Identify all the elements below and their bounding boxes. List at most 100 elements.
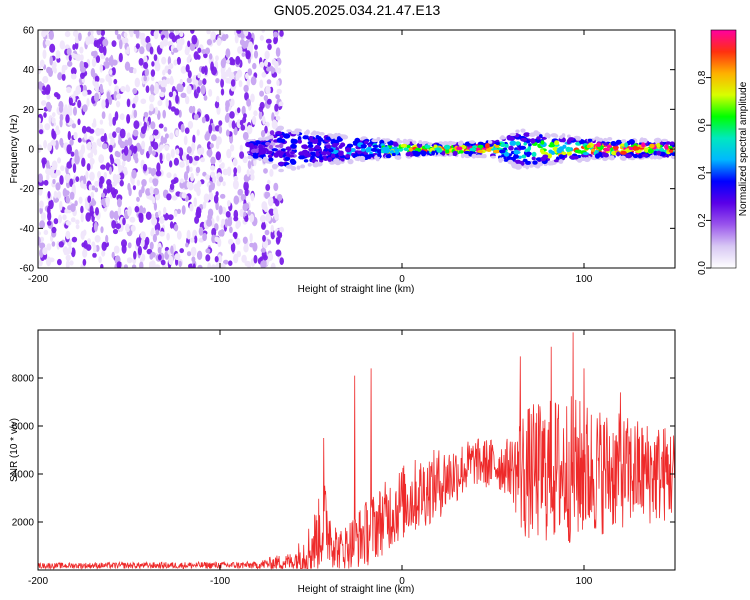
noise-cell (119, 128, 126, 139)
noise-cell (169, 75, 174, 86)
spectrum-cell (300, 164, 306, 169)
noise-cell (254, 44, 258, 50)
noise-cell (109, 69, 113, 75)
spectrum-cell (515, 129, 520, 133)
noise-cell (94, 92, 100, 103)
noise-cell (99, 176, 103, 184)
noise-cell (262, 254, 268, 261)
noise-cell (277, 67, 282, 74)
noise-cell (95, 55, 101, 63)
noise-cell (270, 262, 276, 268)
noise-cell (202, 201, 207, 209)
noise-cell (46, 173, 50, 181)
noise-cell (44, 123, 51, 131)
noise-cell (108, 166, 112, 175)
noise-cell (198, 226, 204, 236)
noise-cell (205, 254, 211, 262)
noise-cell (193, 113, 199, 121)
noise-cell (205, 174, 210, 180)
noise-cell (247, 68, 253, 76)
noise-cell (43, 112, 47, 118)
noise-cell (246, 78, 250, 87)
noise-cell (153, 187, 160, 196)
noise-cell (121, 244, 127, 254)
spectrum-cell (558, 159, 564, 164)
spectrum-cell (408, 147, 414, 152)
spectrum-cell (621, 139, 627, 143)
noise-cell (180, 178, 184, 184)
spectrum-cell (594, 153, 601, 159)
spectrum-cell (370, 147, 378, 152)
spectrum-cell (567, 134, 571, 138)
noise-cell (275, 249, 282, 257)
noise-cell (208, 89, 213, 97)
noise-cell (140, 238, 145, 248)
noise-cell (119, 113, 125, 120)
spectrogram-ticks: -200 -100 0 100 60 40 20 0 -20 -40 -60 (20, 26, 675, 285)
spectrum-cell (541, 151, 546, 155)
spectrum-cell (620, 155, 626, 160)
spectrum-cell (540, 140, 545, 145)
noise-cell (253, 50, 259, 59)
noise-cell (220, 162, 225, 168)
noise-cell (273, 182, 279, 192)
noise-cell (267, 252, 274, 262)
noise-cell (67, 130, 72, 141)
spectrum-cell (652, 155, 658, 160)
noise-cell (133, 46, 137, 53)
noise-cell (185, 64, 190, 73)
spectrum-cell (301, 149, 309, 155)
noise-cell (43, 229, 49, 236)
spectrogram-xtick-label: 100 (576, 274, 593, 285)
noise-cell (134, 206, 140, 213)
noise-cell (166, 172, 172, 179)
noise-cell (160, 86, 166, 94)
noise-cell (115, 127, 122, 134)
noise-cell (216, 37, 222, 47)
noise-cell (51, 117, 56, 124)
noise-cell (83, 175, 87, 185)
noise-cell (141, 179, 147, 187)
noise-cell (127, 137, 133, 147)
spectrum-cell (417, 142, 423, 148)
noise-cell (47, 142, 52, 152)
snr-ytick-label: 4000 (12, 470, 35, 481)
noise-cell (225, 48, 231, 58)
colorbar-gradient (710, 29, 737, 269)
spectrum-cell (294, 128, 301, 133)
noise-cell (149, 94, 155, 103)
noise-cell (89, 157, 95, 165)
spectrum-cell (534, 163, 541, 169)
noise-cell (58, 214, 62, 224)
noise-cell (236, 220, 241, 228)
noise-cell (220, 193, 226, 199)
spectrum-cell (333, 158, 340, 163)
spectrum-cell (506, 155, 511, 161)
noise-cell (111, 251, 115, 259)
spectrum-cell (431, 150, 435, 156)
noise-cell (112, 173, 117, 182)
spectrogram-ytick-label: 60 (23, 26, 35, 37)
noise-cell (82, 249, 88, 258)
noise-cell (190, 246, 197, 257)
spectrum-cell (441, 150, 446, 156)
spectrum-cell (520, 128, 526, 133)
noise-cell (152, 141, 159, 150)
noise-cell (239, 208, 245, 218)
noise-cell (241, 105, 246, 116)
spectrum-cell (277, 126, 284, 131)
noise-cell (59, 175, 64, 185)
spectrum-cell (639, 137, 645, 143)
noise-cell (228, 119, 233, 129)
noise-cell (73, 106, 77, 116)
noise-cell (266, 98, 272, 105)
noise-cell (43, 179, 49, 186)
spectrum-cell (358, 155, 366, 161)
noise-cell (223, 259, 229, 265)
spectrum-cell (288, 163, 293, 168)
noise-cell (115, 174, 121, 180)
noise-cell (189, 203, 194, 212)
noise-cell (210, 156, 216, 165)
noise-cell (264, 125, 268, 134)
noise-cell (149, 253, 154, 260)
